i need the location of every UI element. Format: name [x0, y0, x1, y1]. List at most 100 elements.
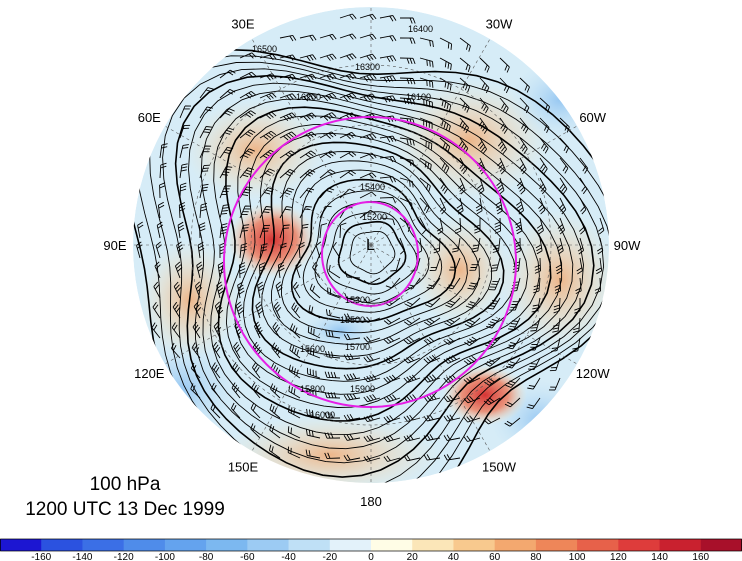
wind-barb	[479, 77, 490, 94]
wind-barb	[299, 223, 309, 239]
wind-barb	[279, 131, 297, 141]
wind-barb	[519, 97, 530, 114]
wind-barb	[279, 169, 296, 179]
colorbar-swatch	[206, 539, 248, 551]
colorbar-swatch	[412, 539, 454, 551]
contour-label: 16500	[252, 44, 277, 54]
wind-barb	[571, 337, 581, 353]
wind-barb	[383, 455, 401, 462]
wind-barb	[492, 237, 501, 253]
wind-barb	[486, 317, 501, 329]
wind-barb	[287, 426, 301, 439]
anomaly-blob-siberia	[227, 202, 317, 278]
colorbar-tick-label: 20	[407, 552, 419, 561]
wind-barb	[379, 135, 397, 143]
wind-barb	[596, 237, 604, 255]
wind-barb	[359, 133, 377, 141]
contour-label: 15800	[300, 384, 325, 394]
wind-barb	[383, 415, 401, 423]
wind-barb	[516, 197, 525, 215]
wind-barb	[279, 93, 297, 101]
longitude-label: 30E	[231, 16, 254, 31]
colorbar-tick-label: 60	[489, 552, 501, 561]
wind-barb	[153, 281, 161, 299]
wind-barb	[194, 281, 203, 299]
meridian-line	[370, 244, 491, 452]
colorbar-swatch	[164, 539, 207, 551]
wind-barb	[269, 403, 281, 419]
wind-barb	[156, 221, 164, 239]
wind-barb	[259, 92, 277, 100]
wind-barb	[383, 336, 401, 344]
wind-barb	[539, 117, 550, 133]
meridian-line	[164, 125, 372, 246]
wind-barb	[193, 301, 202, 319]
wind-barb	[505, 377, 521, 388]
height-contour	[261, 151, 492, 357]
colorbar-tick-label: -80	[199, 552, 214, 561]
wind-barb	[196, 261, 204, 279]
wind-barb	[516, 177, 526, 195]
wind-barb	[399, 97, 416, 105]
wind-barb	[572, 317, 581, 334]
wind-barb	[359, 33, 377, 41]
wind-barb	[399, 197, 413, 210]
wind-barb	[496, 177, 505, 195]
height-contour	[281, 169, 468, 334]
wind-barb	[239, 110, 256, 119]
wind-barb	[219, 166, 233, 179]
wind-barb	[299, 150, 317, 159]
wind-barb	[339, 72, 357, 81]
wind-barb	[539, 97, 551, 113]
wind-barb	[292, 281, 301, 299]
wind-barb	[385, 277, 401, 289]
wind-barb	[403, 454, 421, 462]
meridian-line	[164, 244, 372, 365]
longitude-label: 90W	[614, 238, 641, 253]
wind-barb	[328, 264, 341, 279]
wind-barb	[307, 326, 321, 339]
wind-barb	[219, 89, 236, 99]
wind-barb	[239, 129, 256, 139]
wind-barb	[379, 95, 397, 103]
wind-barb	[179, 182, 187, 199]
wind-barb	[279, 73, 297, 82]
wind-barb	[339, 53, 357, 61]
wind-barb	[490, 257, 501, 272]
wind-barb	[199, 126, 213, 139]
wind-barb	[219, 127, 235, 139]
wind-barb	[277, 261, 285, 279]
contour-label: 15600	[300, 344, 325, 354]
longitude-label: 120W	[576, 366, 611, 381]
height-contour	[149, 61, 609, 483]
wind-barb	[452, 237, 461, 253]
wind-barb	[343, 313, 361, 320]
wind-barb	[288, 385, 301, 399]
wind-barb	[137, 221, 144, 239]
wind-barb	[299, 205, 312, 219]
contour-label-group: 16400 16500 16300 16200 16100 16000 1590…	[252, 24, 433, 420]
contour-label: 15500	[340, 315, 365, 325]
wind-barb	[459, 97, 470, 113]
longitude-label: 150W	[482, 460, 517, 475]
height-contour	[234, 124, 529, 395]
wind-barb	[159, 182, 166, 199]
wind-barb	[172, 301, 181, 319]
colorbar-tick-label: 140	[651, 552, 668, 561]
wind-barb	[343, 413, 361, 421]
wind-barb	[210, 403, 221, 419]
wind-barb	[504, 417, 521, 427]
wind-barb	[424, 317, 441, 326]
wind-barb	[239, 224, 250, 239]
wind-barb	[324, 412, 340, 419]
wind-barb	[363, 455, 381, 462]
wind-barb	[239, 205, 252, 219]
contour-label: 16300	[355, 62, 380, 72]
wind-barb	[487, 297, 501, 310]
wind-barb	[259, 206, 273, 219]
wind-barb	[230, 402, 241, 419]
wind-barb	[506, 357, 521, 369]
wind-barb	[259, 262, 266, 279]
wind-barb	[359, 73, 377, 82]
wind-barb	[531, 297, 541, 313]
